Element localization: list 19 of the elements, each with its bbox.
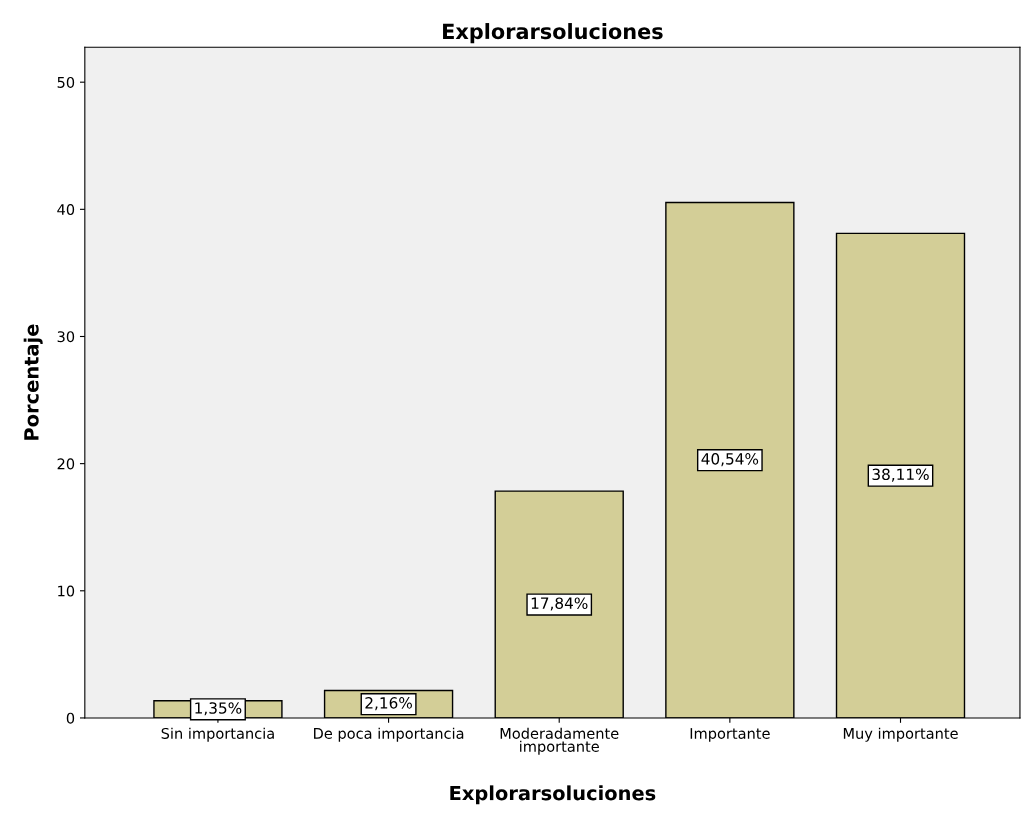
- x-tick-label: Muy importante: [843, 727, 958, 742]
- y-tick-label: 20: [57, 458, 75, 470]
- y-tick-label: 10: [58, 585, 75, 597]
- x-axis-title: Explorarsoluciones: [450, 785, 656, 805]
- x-tick-label: Sin importancia: [161, 727, 274, 742]
- x-tick-label: Moderadamente importante: [500, 727, 619, 755]
- x-tick-label: Importante: [690, 728, 770, 742]
- y-tick-label: 50: [57, 76, 75, 88]
- chart-title: Explorarsoluciones: [443, 23, 663, 44]
- y-tick-label: 0: [66, 712, 75, 724]
- data-label: 40,54%: [701, 453, 759, 467]
- data-label: 38,11%: [872, 468, 929, 482]
- data-label: 17,84%: [531, 597, 588, 611]
- y-axis-title: Porcentaje: [23, 324, 43, 440]
- x-tick-label: De poca importancia: [314, 727, 464, 742]
- y-tick-label: 40: [57, 204, 75, 216]
- data-label: 2,16%: [365, 697, 412, 711]
- data-label: 1,35%: [195, 702, 242, 716]
- y-tick-label: 30: [57, 331, 75, 343]
